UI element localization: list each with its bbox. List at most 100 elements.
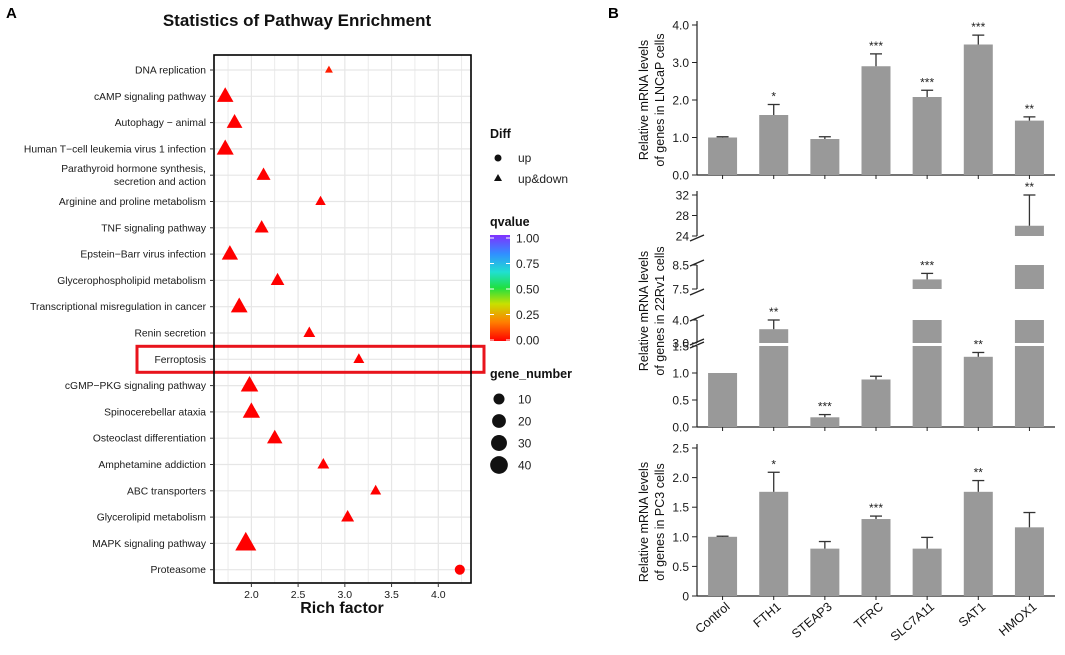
- point-transcriptional-misregulation-in-cancer: [230, 297, 248, 313]
- point-abc-transporters: [370, 484, 382, 495]
- legend-gene-size-marker: [492, 414, 506, 428]
- x-tick-label: 2.0: [244, 589, 259, 601]
- pathway-label-cgmp-pkg-signaling-pathway: cGMP−PKG signaling pathway: [65, 381, 207, 392]
- colorbar-tick-label: 0.25: [516, 308, 540, 322]
- legend-gene-size-label: 20: [518, 415, 532, 429]
- bar-sat1: [963, 44, 993, 175]
- pathway-label-glycerolipid-metabolism: Glycerolipid metabolism: [97, 513, 206, 524]
- pathway-label-human-t-cell-leukemia-virus-1-infection: Human T−cell leukemia virus 1 infection: [24, 144, 206, 155]
- significance-sat1: **: [974, 466, 984, 480]
- point-glycerolipid-metabolism: [341, 509, 355, 522]
- bar-fth1: [759, 491, 789, 596]
- pathway-label-ferroptosis: Ferroptosis: [155, 355, 207, 366]
- y-axis-label-line: of genes in 22Rv1 cells: [653, 246, 667, 375]
- pathway-label-renin-secretion: Renin secretion: [134, 329, 206, 340]
- point-tnf-signaling-pathway: [254, 220, 269, 233]
- qvalue-colorbar: [490, 235, 510, 341]
- panel-label-b: B: [608, 5, 619, 22]
- y-tick-label: 7.5: [672, 283, 689, 297]
- y-axis-label-line: Relative mRNA levels: [637, 40, 651, 160]
- colorbar-tick-label: 0.00: [516, 334, 540, 348]
- bar-hmox1: [1014, 346, 1044, 427]
- bar-steap3: [810, 417, 840, 427]
- y-tick-label: 28: [676, 209, 690, 223]
- y-tick-label: 2.5: [672, 442, 689, 456]
- y-tick-label: 1.5: [672, 501, 689, 515]
- y-tick-label: 2.0: [672, 471, 689, 485]
- y-tick-label: 1.0: [672, 367, 689, 381]
- category-label-sat1: SAT1: [956, 600, 988, 630]
- pathway-label-spinocerebellar-ataxia: Spinocerebellar ataxia: [104, 407, 206, 418]
- y-tick-label: 3.0: [672, 337, 689, 351]
- pathway-label-autophagy-animal: Autophagy − animal: [115, 118, 206, 129]
- bar-tfrc: [861, 379, 891, 427]
- bar-fth1: [759, 115, 789, 175]
- colorbar-tick-label: 0.50: [516, 283, 540, 297]
- pathway-label-mapk-signaling-pathway: MAPK signaling pathway: [92, 539, 207, 550]
- data-points: [216, 65, 465, 575]
- plot-frame: [213, 54, 472, 584]
- bar-hmox1: [1014, 120, 1044, 175]
- pathway-label-parathyroid-hormone-synthesis: Parathyroid hormone synthesis, secretion …: [61, 164, 206, 188]
- point-dna-replication: [325, 65, 333, 73]
- subplot-1: 0.01.02.03.04.0************Relative mRNA…: [637, 19, 1055, 183]
- point-glycerophospholipid-metabolism: [270, 272, 285, 286]
- pathway-label-tnf-signaling-pathway: TNF signaling pathway: [101, 223, 207, 234]
- point-amphetamine-addiction: [317, 458, 330, 469]
- significance-steap3: ***: [818, 400, 832, 414]
- bar-fth1: [759, 329, 789, 343]
- bar-slc7a11: [912, 548, 942, 596]
- point-camp-signaling-pathway: [216, 87, 234, 102]
- pathway-label-osteoclast-differentiation: Osteoclast differentiation: [93, 434, 206, 445]
- subplot-2: 0.00.51.01.53.04.07.58.5242832**********…: [637, 180, 1055, 435]
- pathway-label-epstein-barr-virus-infection: Epstein−Barr virus infection: [80, 250, 206, 261]
- axis-break-mark: [689, 288, 705, 296]
- category-label-hmox1: HMOX1: [996, 600, 1039, 639]
- y-axis-label-line: of genes in LNCaP cells: [653, 33, 667, 166]
- category-label-slc7a11: SLC7A11: [888, 600, 937, 645]
- significance-fth1: *: [771, 457, 776, 471]
- colorbar-tick-label: 0.75: [516, 257, 540, 271]
- bar-steap3: [810, 139, 840, 175]
- point-cgmp-pkg-signaling-pathway: [240, 375, 259, 392]
- significance-sat1: **: [974, 337, 984, 351]
- panel-b-bar-charts: B0.01.02.03.04.0************Relative mRN…: [608, 5, 1055, 644]
- category-label-control: Control: [693, 600, 733, 637]
- significance-slc7a11: ***: [920, 75, 934, 89]
- category-label-tfrc: TFRC: [851, 600, 886, 632]
- pathway-label-dna-replication: DNA replication: [135, 66, 206, 77]
- significance-hmox1: **: [1025, 180, 1035, 194]
- pathway-label-glycerophospholipid-metabolism: Glycerophospholipid metabolism: [57, 276, 206, 287]
- subplot-3: 00.51.01.52.02.5******Relative mRNA leve…: [637, 442, 1055, 604]
- y-axis-label: Relative mRNA levels of genes in PC3 cell…: [637, 462, 667, 582]
- bar-slc7a11: [912, 97, 942, 175]
- point-renin-secretion: [303, 326, 316, 337]
- significance-hmox1: **: [1025, 102, 1035, 116]
- bar-control: [708, 137, 738, 175]
- y-tick-label: 4.0: [672, 19, 689, 33]
- significance-tfrc: ***: [869, 39, 883, 53]
- pathway-label-proteasome: Proteasome: [150, 565, 206, 576]
- ferroptosis-highlight-box: [135, 344, 486, 374]
- legend-up-marker: [494, 154, 502, 162]
- legend-gene-size-label: 30: [518, 437, 532, 451]
- bar-tfrc: [861, 66, 891, 175]
- legend-gene-size-marker: [493, 393, 505, 405]
- y-axis-label-line: Relative mRNA levels: [637, 462, 651, 582]
- panel-label-a: A: [6, 5, 17, 22]
- axis-break-mark: [689, 234, 705, 242]
- point-arginine-and-proline-metabolism: [315, 195, 326, 206]
- category-label-fth1: FTH1: [751, 600, 784, 631]
- significance-sat1: ***: [971, 20, 985, 34]
- y-tick-label: 3.0: [672, 56, 689, 70]
- x-tick-label: 3.0: [338, 589, 353, 601]
- significance-tfrc: ***: [869, 501, 883, 515]
- bar-hmox1: [1014, 320, 1044, 343]
- legend-up-label: up: [518, 151, 532, 165]
- bar-sat1: [963, 356, 993, 427]
- point-ferroptosis: [353, 353, 365, 363]
- y-tick-label: 0.5: [672, 394, 689, 408]
- bar-steap3: [810, 548, 840, 596]
- x-axis-label: Rich factor: [300, 600, 384, 617]
